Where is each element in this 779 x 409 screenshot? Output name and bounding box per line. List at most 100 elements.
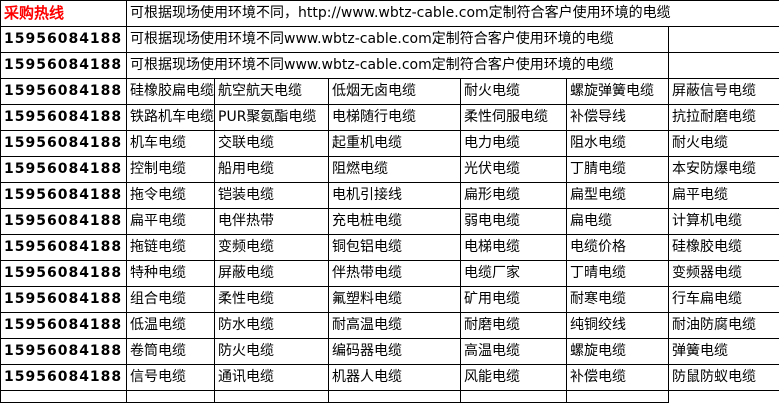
cable-cell[interactable]: 硅橡胶扁电缆 [126,78,215,105]
cable-cell[interactable]: 起重机电缆 [328,130,461,157]
cable-row: 15956084188 特种电缆 屏蔽电缆 伴热带电缆 电缆厂家 丁晴电缆 变频器电缆 [0,260,779,287]
cable-cell[interactable]: 电伴热带 [214,208,329,235]
notice-cell-top: 可根据现场使用环境不同，http://www.wbtz-cable.com定制符… [126,0,779,27]
cable-cell[interactable]: 电力电缆 [460,130,567,157]
cable-cell[interactable]: 扁型电缆 [566,182,669,209]
cable-cell[interactable]: 防火电缆 [214,338,329,365]
phone-cell: 15956084188 [0,312,127,339]
cable-row: 15956084188 铁路机车电缆 PUR聚氨酯电缆 电梯随行电缆 柔性伺服电缆 补偿导… [0,104,779,131]
cable-cell[interactable]: 电缆厂家 [460,260,567,287]
cable-cell[interactable]: 丁腈电缆 [566,156,669,183]
cable-cell[interactable]: 拖令电缆 [126,182,215,209]
cable-cell[interactable]: 抗拉耐磨电缆 [668,104,779,131]
phone-cell: 15956084188 [0,260,127,287]
cable-cell[interactable]: 本安防爆电缆 [668,156,779,183]
cable-cell[interactable]: 电梯电缆 [460,234,567,261]
empty-bottom-row [0,390,779,403]
cable-cell[interactable]: 防鼠防蚁电缆 [668,364,779,391]
cable-cell[interactable]: 铁路机车电缆 [126,104,215,131]
phone-cell: 15956084188 [0,182,127,209]
cable-row: 15956084188 控制电缆 船用电缆 阻燃电缆 光伏电缆 丁腈电缆 本安防爆电缆 [0,156,779,183]
cable-cell[interactable]: 扁平电缆 [126,208,215,235]
cable-cell[interactable]: 纯铜绞线 [566,312,669,339]
cable-rows-body: 15956084188 硅橡胶扁电缆 航空航天电缆 低烟无卤电缆 耐火电缆 螺旋弹簧电缆屏… [0,78,779,391]
cable-cell[interactable]: 扁电缆 [566,208,669,235]
cable-cell[interactable]: 屏蔽信号电缆 [668,78,779,105]
phone-cell: 15956084188 [0,286,127,313]
cable-cell[interactable]: 屏蔽电缆 [214,260,329,287]
cable-cell[interactable]: 变频器电缆 [668,260,779,287]
cable-cell[interactable]: 低温电缆 [126,312,215,339]
empty-cell [460,390,567,403]
cable-cell[interactable]: 低烟无卤电缆 [328,78,461,105]
cable-cell[interactable]: 耐磨电缆 [460,312,567,339]
cable-cell[interactable]: 补偿电缆 [566,364,669,391]
cable-cell[interactable]: 电梯随行电缆 [328,104,461,131]
cable-cell[interactable]: 铠装电缆 [214,182,329,209]
cable-cell[interactable]: 航空航天电缆 [214,78,329,105]
cable-cell[interactable]: 伴热带电缆 [328,260,461,287]
cable-cell[interactable]: 控制电缆 [126,156,215,183]
cable-cell[interactable]: 硅橡胶电缆 [668,234,779,261]
cable-cell[interactable]: 机器人电缆 [328,364,461,391]
cable-cell[interactable]: 耐火电缆 [460,78,567,105]
cable-cell[interactable]: 扁形电缆 [460,182,567,209]
phone-cell: 15956084188 [0,338,127,365]
cable-cell[interactable]: 电机引接线 [328,182,461,209]
cable-cell[interactable]: 交联电缆 [214,130,329,157]
cable-cell[interactable]: 拖链电缆 [126,234,215,261]
cable-cell[interactable]: 柔性伺服电缆 [460,104,567,131]
notice-row: 15956084188 可根据现场使用环境不同www.wbtz-cable.co… [0,52,779,79]
cable-cell[interactable]: 扁平电缆 [668,182,779,209]
cable-cell[interactable]: 通讯电缆 [214,364,329,391]
phone-cell: 15956084188 [0,234,127,261]
cable-row: 15956084188 低温电缆 防水电缆 耐高温电缆 耐磨电缆 纯铜绞线 耐油防腐电缆 [0,312,779,339]
cable-cell[interactable]: 柔性电缆 [214,286,329,313]
cable-cell[interactable]: 计算机电缆 [668,208,779,235]
cable-cell[interactable]: 光伏电缆 [460,156,567,183]
cable-cell[interactable]: 补偿导线 [566,104,669,131]
cable-cell[interactable]: 耐火电缆 [668,130,779,157]
cable-cell[interactable]: PUR聚氨酯电缆 [214,104,329,131]
phone-cell: 15956084188 [0,78,127,105]
cable-cell[interactable]: 氟塑料电缆 [328,286,461,313]
phone-cell: 15956084188 [0,208,127,235]
cable-cell[interactable]: 卷筒电缆 [126,338,215,365]
cable-cell[interactable]: 机车电缆 [126,130,215,157]
cable-cell[interactable]: 螺旋弹簧电缆 [566,78,669,105]
cable-cell[interactable]: 耐高温电缆 [328,312,461,339]
cable-cell[interactable]: 铜包铝电缆 [328,234,461,261]
cable-cell[interactable]: 变频电缆 [214,234,329,261]
cable-cell[interactable]: 特种电缆 [126,260,215,287]
phone-cell: 15956084188 [0,364,127,391]
cable-cell[interactable]: 矿用电缆 [460,286,567,313]
empty-cell [566,390,669,403]
cable-row: 15956084188 卷筒电缆 防火电缆 编码器电缆 高温电缆 螺旋电缆 弹簧电缆 [0,338,779,365]
cable-cell[interactable]: 充电桩电缆 [328,208,461,235]
cable-cell[interactable]: 防水电缆 [214,312,329,339]
cable-cell[interactable]: 丁晴电缆 [566,260,669,287]
phone-cell: 15956084188 [0,104,127,131]
cable-cell[interactable]: 高温电缆 [460,338,567,365]
cable-row: 15956084188 硅橡胶扁电缆 航空航天电缆 低烟无卤电缆 耐火电缆 螺旋弹簧电缆屏… [0,78,779,105]
empty-cell [214,390,329,403]
notice-cell: 可根据现场使用环境不同www.wbtz-cable.com定制符合客户使用环境的… [126,26,669,53]
cable-row: 15956084188 扁平电缆 电伴热带 充电桩电缆 弱电电缆 扁电缆 计算机电缆 [0,208,779,235]
cable-cell[interactable]: 风能电缆 [460,364,567,391]
cable-cell[interactable]: 信号电缆 [126,364,215,391]
cable-cell[interactable]: 编码器电缆 [328,338,461,365]
cable-cell[interactable]: 耐油防腐电缆 [668,312,779,339]
cable-cell[interactable]: 电缆价格 [566,234,669,261]
cable-cell[interactable]: 船用电缆 [214,156,329,183]
cable-cell[interactable]: 组合电缆 [126,286,215,313]
cable-cell[interactable]: 阻水电缆 [566,130,669,157]
empty-cell [668,26,779,53]
cable-cell[interactable]: 行车扁电缆 [668,286,779,313]
cable-cell[interactable]: 弹簧电缆 [668,338,779,365]
cable-cell[interactable]: 耐寒电缆 [566,286,669,313]
cable-row: 15956084188 组合电缆 柔性电缆 氟塑料电缆 矿用电缆 耐寒电缆 行车扁电缆 [0,286,779,313]
cable-cell[interactable]: 弱电电缆 [460,208,567,235]
cable-cell[interactable]: 阻燃电缆 [328,156,461,183]
cable-cell[interactable]: 螺旋电缆 [566,338,669,365]
empty-cell [126,390,215,403]
